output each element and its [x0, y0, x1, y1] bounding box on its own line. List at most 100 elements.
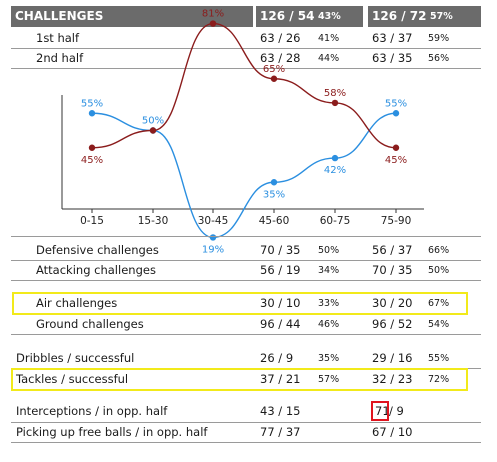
team2-pct: 67%: [428, 298, 450, 309]
team2-header-cell: 126 / 72 57%: [368, 6, 481, 27]
row-label: Defensive challenges: [36, 243, 159, 257]
team2-value: 29 / 16: [372, 351, 413, 365]
row-label: Ground challenges: [36, 317, 144, 331]
table-row: Defensive challenges 70 / 35 50% 56 / 37…: [0, 241, 497, 261]
team1-total: 126 / 54: [260, 9, 315, 23]
row-divider: [11, 422, 481, 423]
row-label: Dribbles / successful: [16, 351, 135, 365]
team2-value-rest: / 9: [389, 404, 404, 418]
red-highlight-box: [371, 401, 389, 421]
team2-pct: 54%: [428, 319, 450, 330]
data-label: 45%: [81, 155, 103, 166]
table-row: 1st half 63 / 26 41% 63 / 37 59%: [0, 29, 497, 49]
highlight-box: [12, 292, 468, 315]
data-label: 19%: [202, 244, 224, 255]
team1-value: 56 / 19: [260, 263, 301, 277]
row-label: 1st half: [36, 31, 80, 45]
challenges-header: CHALLENGES: [11, 6, 253, 27]
team1-pct: 50%: [318, 245, 340, 256]
team1-pct: 57%: [318, 374, 340, 385]
data-point: [392, 144, 400, 151]
team1-value: 37 / 21: [260, 372, 301, 386]
team1-pct: 41%: [318, 33, 340, 44]
team2-total-pct: 57%: [430, 11, 453, 22]
team2-pct: 59%: [428, 33, 450, 44]
section-title: CHALLENGES: [15, 9, 104, 23]
data-point: [331, 154, 339, 162]
row-label: Interceptions / in opp. half: [16, 404, 168, 418]
team1-pct: 35%: [318, 353, 340, 364]
row-divider: [11, 68, 481, 69]
team2-pct: 72%: [428, 374, 450, 385]
data-label: 55%: [385, 98, 407, 109]
team1-pct: 46%: [318, 319, 340, 330]
data-label: 45%: [385, 155, 407, 166]
x-tick-label: 15-30: [138, 215, 169, 227]
row-divider: [11, 442, 481, 443]
x-tick-label: 75-90: [381, 215, 412, 227]
team2-value: 56 / 37: [372, 243, 413, 257]
team1-value: 70 / 35: [260, 243, 301, 257]
team2-value: 32 / 23: [372, 372, 413, 386]
table-row: Picking up free balls / in opp. half 77 …: [0, 423, 497, 443]
data-point: [209, 20, 217, 27]
team2-value: 70 / 35: [372, 263, 413, 277]
team1-header-cell: 126 / 54 43%: [256, 6, 363, 27]
data-point: [392, 110, 400, 117]
team1-pct: 34%: [318, 265, 340, 276]
data-point: [270, 75, 278, 82]
table-row: Attacking challenges 56 / 19 34% 70 / 35…: [0, 262, 497, 282]
row-label: Air challenges: [36, 296, 118, 310]
data-label: 81%: [202, 9, 224, 20]
data-point: [331, 99, 339, 107]
x-tick-label: 0-15: [80, 215, 104, 227]
team1-value: 77 / 37: [260, 425, 301, 439]
table-row: 2nd half 63 / 28 44% 63 / 35 56%: [0, 50, 497, 70]
row-divider: [11, 236, 481, 237]
data-label: 42%: [324, 165, 346, 176]
row-divider: [11, 280, 481, 281]
x-tick-label: 45-60: [259, 215, 290, 227]
x-tick-label: 30-45: [198, 215, 229, 227]
row-divider: [11, 260, 481, 261]
team1-pct: 44%: [318, 53, 340, 64]
team2-pct: 55%: [428, 353, 450, 364]
data-label: 58%: [324, 88, 346, 99]
row-label: 2nd half: [36, 51, 84, 65]
team2-value: 63 / 35: [372, 51, 413, 65]
team1-value: 43 / 15: [260, 404, 301, 418]
data-point: [149, 127, 157, 134]
team1-pct: 33%: [318, 298, 340, 309]
team2-value: 63 / 37: [372, 31, 413, 45]
team1-value: 63 / 26: [260, 31, 301, 45]
table-row: Ground challenges 96 / 44 46% 96 / 52 54…: [0, 316, 497, 336]
data-point: [88, 110, 96, 117]
team2-value: 96 / 52: [372, 317, 413, 331]
data-point: [88, 144, 96, 151]
table-row: Dribbles / successful 26 / 9 35% 29 / 16…: [0, 349, 497, 369]
team1-value: 96 / 44: [260, 317, 301, 331]
data-label: 55%: [81, 98, 103, 109]
data-point: [209, 234, 217, 241]
team2-pct: 66%: [428, 245, 450, 256]
data-label: 35%: [263, 189, 285, 200]
table-row: Interceptions / in opp. half 43 / 15 71 …: [0, 402, 497, 422]
row-label: Attacking challenges: [36, 263, 156, 277]
row-label: Tackles / successful: [16, 372, 129, 386]
table-row: Tackles / successful 37 / 21 57% 32 / 23…: [0, 370, 497, 390]
x-tick-label: 60-75: [320, 215, 351, 227]
team2-pct: 50%: [428, 265, 450, 276]
data-label: 65%: [263, 64, 285, 75]
team1-value: 30 / 10: [260, 296, 301, 310]
table-row: Air challenges 30 / 10 33% 30 / 20 67%: [0, 294, 497, 314]
row-label: Picking up free balls / in opp. half: [16, 425, 208, 439]
data-point: [270, 179, 278, 186]
team2-value: 30 / 20: [372, 296, 413, 310]
row-divider: [11, 334, 481, 335]
team1-total-pct: 43%: [318, 11, 341, 22]
team2-total: 126 / 72: [372, 9, 427, 23]
data-label: 50%: [142, 116, 164, 127]
highlight-box: [11, 368, 468, 391]
team1-value: 63 / 28: [260, 51, 301, 65]
